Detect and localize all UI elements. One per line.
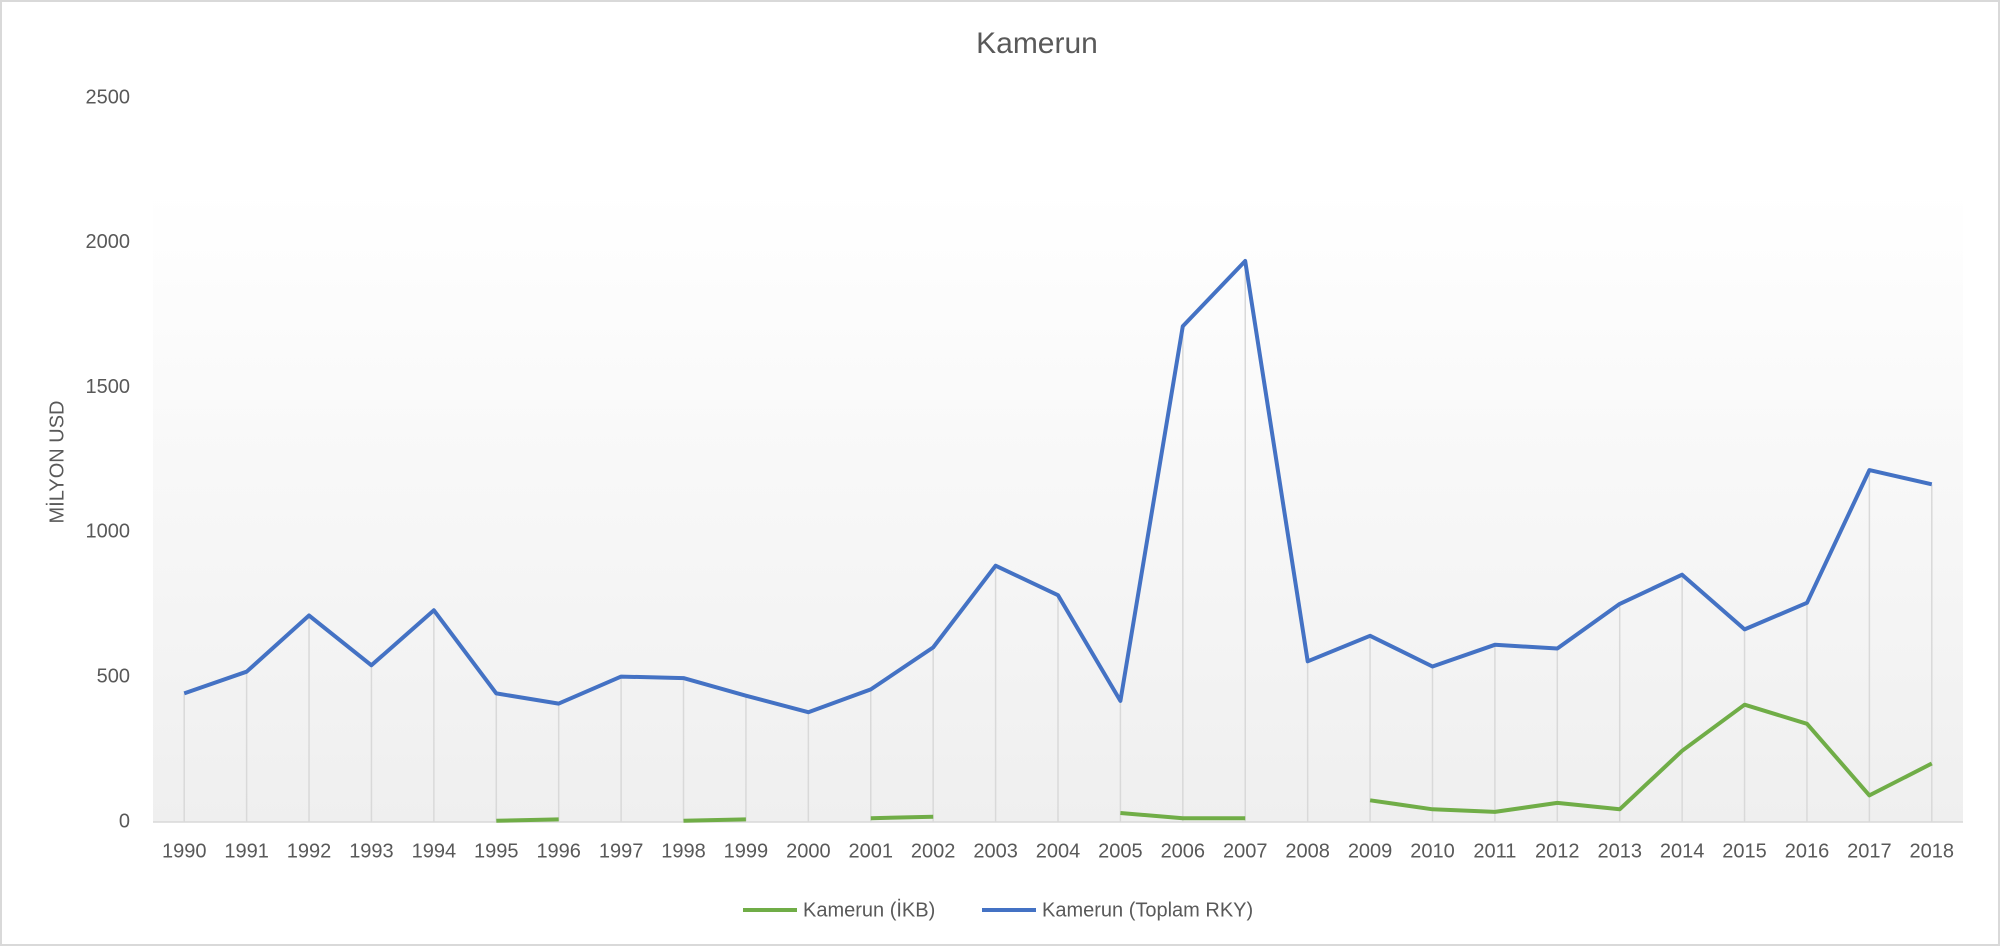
x-tick-label: 2014: [1660, 840, 1705, 862]
x-tick-label: 2018: [1910, 840, 1955, 862]
x-tick-label: 2006: [1161, 840, 1206, 862]
y-tick-label: 500: [97, 665, 130, 687]
x-tick-label: 1997: [599, 840, 644, 862]
x-tick-label: 1995: [474, 840, 519, 862]
x-tick-label: 2001: [849, 840, 894, 862]
x-tick-label: 2000: [786, 840, 831, 862]
x-tick-label: 1991: [224, 840, 269, 862]
x-tick-label: 1993: [349, 840, 394, 862]
x-tick-label: 2017: [1847, 840, 1892, 862]
y-tick-label: 2500: [86, 86, 131, 108]
x-tick-label: 1992: [287, 840, 332, 862]
y-tick-label: 1500: [86, 376, 131, 398]
chart-title: Kamerun: [976, 27, 1098, 60]
x-tick-label: 2016: [1785, 840, 1830, 862]
x-tick-label: 2011: [1473, 840, 1516, 862]
x-tick-label: 1994: [412, 840, 457, 862]
legend-label: Kamerun (İKB): [803, 898, 935, 921]
y-axis-label: MİLYON USD: [45, 401, 68, 524]
legend-label: Kamerun (Toplam RKY): [1042, 899, 1253, 921]
x-tick-label: 2015: [1722, 840, 1767, 862]
x-tick-label: 2005: [1098, 840, 1143, 862]
series-line: [183, 259, 1933, 715]
x-tick-label: 1999: [724, 840, 769, 862]
x-tick-label: 2007: [1223, 840, 1268, 862]
series-line: [496, 702, 1933, 823]
x-tick-label: 1990: [162, 840, 207, 862]
y-tick-label: 0: [119, 810, 130, 832]
x-tick-label: 2010: [1410, 840, 1455, 862]
x-tick-label: 2004: [1036, 840, 1081, 862]
x-tick-label: 2008: [1285, 840, 1330, 862]
x-tick-label: 1998: [661, 840, 706, 862]
x-tick-label: 2002: [911, 840, 956, 862]
x-tick-label: 2009: [1348, 840, 1393, 862]
x-tick-label: 1996: [536, 840, 581, 862]
x-tick-label: 2013: [1597, 840, 1642, 862]
x-tick-label: 2003: [973, 840, 1018, 862]
y-tick-label: 1000: [86, 521, 131, 543]
x-tick-label: 2012: [1535, 840, 1580, 862]
y-tick-label: 2000: [86, 231, 131, 253]
